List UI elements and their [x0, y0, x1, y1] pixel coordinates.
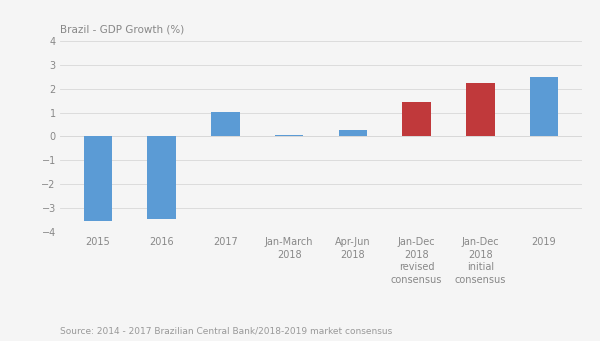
Bar — [84, 136, 112, 221]
Text: Brazil - GDP Growth (%): Brazil - GDP Growth (%) — [60, 25, 184, 34]
Bar — [211, 112, 240, 136]
Bar — [466, 83, 494, 136]
Bar — [530, 77, 558, 136]
Bar — [275, 135, 304, 136]
Bar — [402, 102, 431, 136]
Text: Source: 2014 - 2017 Brazilian Central Bank/2018-2019 market consensus: Source: 2014 - 2017 Brazilian Central Ba… — [60, 327, 392, 336]
Bar — [338, 130, 367, 136]
Bar — [148, 136, 176, 219]
